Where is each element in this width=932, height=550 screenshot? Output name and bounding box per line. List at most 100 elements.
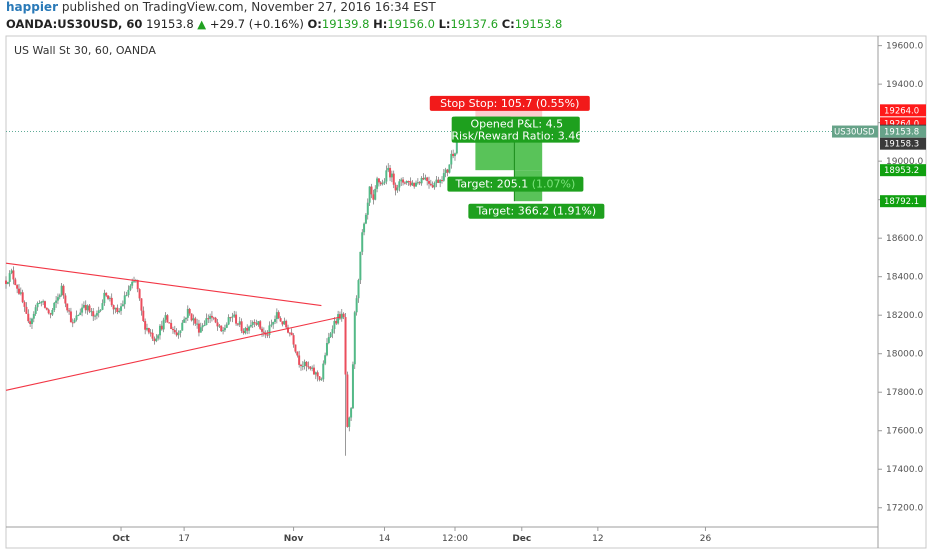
candle-body	[381, 183, 384, 185]
candle-body	[422, 177, 425, 180]
pnl-rr-box[interactable]	[453, 116, 580, 143]
candle-body	[32, 313, 35, 319]
y-tick-label: 17600.0	[886, 427, 923, 437]
candle-body	[171, 328, 174, 331]
candle-body	[210, 315, 213, 318]
candle-body	[361, 232, 364, 252]
candle-body	[21, 292, 24, 303]
candle-body	[359, 251, 362, 281]
candle-body	[287, 327, 290, 333]
target1-label-box[interactable]	[447, 176, 584, 192]
short-position-tool[interactable]: Stop Stop: 105.7 (0.55%)ORisk/Opened P&L…	[429, 95, 605, 219]
time-axis[interactable]: Oct 17 Nov 14 12:00 Dec 12 26	[112, 527, 711, 544]
x-tick-label: Oct	[112, 534, 130, 544]
candle-body	[231, 316, 234, 318]
candle-body	[205, 318, 208, 326]
candle-body	[435, 179, 438, 184]
candle-body	[353, 312, 356, 365]
candle-body	[426, 177, 429, 182]
publisher-username[interactable]: happier	[6, 0, 58, 14]
candle-body	[112, 305, 115, 310]
candle-body	[303, 361, 306, 366]
x-tick-label: 14	[379, 534, 391, 544]
candle-body	[192, 318, 195, 321]
candle-body	[290, 332, 293, 336]
candle-body	[86, 305, 89, 311]
price-tag-label: 19264.0	[884, 106, 919, 116]
candle-body	[292, 335, 295, 345]
candle-body	[101, 303, 104, 310]
candle-body	[392, 173, 395, 185]
candle-body	[170, 322, 173, 329]
candle-body	[296, 351, 299, 356]
publisher-line: happier published on TradingView.com, No…	[6, 0, 436, 16]
resistance-trendline[interactable]	[5, 262, 322, 307]
candle-body	[274, 319, 277, 322]
candle-body	[327, 337, 330, 343]
candle-body	[60, 285, 63, 296]
candle-body	[81, 307, 84, 313]
candle-body	[400, 179, 403, 182]
candle-body	[14, 279, 17, 286]
candle-body	[17, 288, 20, 294]
stop-label-text: Stop Stop: 105.7 (0.55%)	[440, 97, 579, 110]
price-tag-label: 19158.3	[884, 140, 919, 150]
candle-body	[75, 315, 78, 320]
price-tag-label: 19153.8	[884, 128, 919, 138]
candle-body	[207, 318, 210, 320]
candle-body	[129, 285, 132, 290]
candle-body	[389, 167, 392, 178]
stop-label-box[interactable]	[429, 95, 590, 111]
candle-body	[283, 320, 286, 325]
candle-body	[168, 322, 171, 324]
candle-body	[251, 322, 254, 325]
candle-body	[351, 364, 354, 409]
candle-body	[418, 182, 421, 184]
candle-body	[144, 321, 147, 330]
candle-body	[261, 328, 264, 332]
candle-body	[105, 292, 108, 296]
candle-body	[84, 304, 87, 311]
candle-body	[212, 317, 215, 319]
candle-body	[363, 223, 366, 233]
candle-body	[114, 307, 117, 310]
candle-body	[409, 181, 412, 186]
candle-body	[12, 270, 15, 280]
candle-body	[277, 312, 280, 319]
candle-body	[312, 367, 315, 375]
candle-body	[73, 319, 76, 323]
candle-body	[34, 307, 37, 314]
candle-body	[183, 319, 186, 323]
candle-body	[196, 323, 199, 325]
candle-body	[357, 280, 360, 299]
candle-body	[316, 372, 319, 377]
candle-body	[309, 366, 312, 369]
candle-body	[127, 289, 130, 296]
candle-body	[151, 332, 154, 339]
candle-body	[108, 297, 111, 299]
candle-body	[55, 300, 58, 303]
candle-body	[244, 328, 247, 334]
candle-body	[94, 315, 97, 317]
candle-body	[8, 273, 11, 282]
x-tick-label: Nov	[284, 534, 304, 544]
candle-body	[29, 321, 32, 324]
candle-body	[344, 317, 347, 375]
candle-body	[377, 178, 380, 183]
candle-body	[428, 181, 431, 184]
candle-body	[350, 408, 353, 418]
target2-label-box[interactable]	[468, 203, 605, 219]
candle-body	[346, 374, 349, 427]
last-price: 19153.8	[146, 17, 194, 31]
candle-body	[448, 164, 451, 173]
candle-body	[396, 187, 399, 191]
candle-body	[190, 313, 193, 321]
support-trendline[interactable]	[5, 316, 341, 391]
candle-body	[288, 332, 291, 334]
candle-body	[88, 305, 91, 312]
published-text: published on TradingView.com, November 2…	[61, 0, 436, 14]
candle-body	[90, 311, 93, 313]
candle-body	[95, 313, 98, 316]
candle-body	[133, 281, 136, 283]
